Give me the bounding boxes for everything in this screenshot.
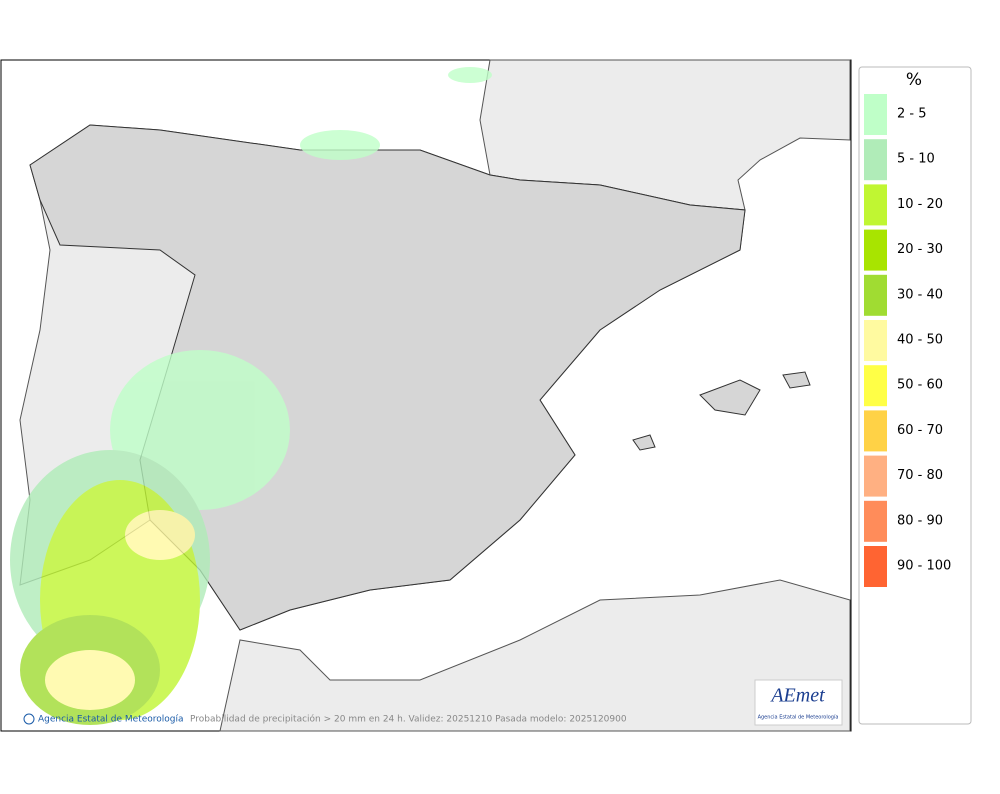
legend-label: 10 - 20: [897, 197, 943, 212]
credit: Agencia Estatal de Meteorología: [38, 715, 184, 725]
legend: % 2 - 5 5 - 10 10 - 20 20 - 30 30 - 40 40 - 5…: [858, 66, 972, 725]
legend-swatch: [864, 500, 887, 542]
menorca: [782, 371, 811, 389]
legend-swatch: [864, 94, 887, 135]
mallorca: [699, 379, 761, 416]
logo-subtitle: Agencia Estatal de Meteorología: [758, 714, 839, 721]
legend-label: 70 - 80: [897, 468, 943, 483]
legend-label: 90 - 100: [897, 559, 951, 574]
legend-title: %: [906, 70, 922, 90]
ibiza: [632, 434, 656, 451]
legend-swatch: [864, 229, 887, 271]
legend-swatch: [864, 274, 887, 316]
legend-swatch: [864, 320, 887, 361]
precipitation-areas: [10, 67, 492, 725]
area: [448, 67, 492, 83]
legend-label: 50 - 60: [897, 378, 943, 393]
africa: [219, 579, 851, 732]
area: [45, 650, 135, 710]
legend-swatch: [864, 410, 887, 452]
map: Agencia Estatal de Meteorología Probabil…: [0, 59, 852, 732]
legend-swatch: [864, 184, 887, 226]
area: [125, 510, 195, 560]
legend-swatch: [864, 455, 887, 497]
logo: [754, 679, 843, 726]
legend-swatch: [864, 546, 887, 587]
legend-label: 40 - 50: [897, 333, 943, 348]
legend-label: 30 - 40: [897, 287, 943, 302]
legend-label: 80 - 90: [897, 513, 943, 528]
copyright-icon: [23, 713, 35, 725]
logo-name: AEmet: [769, 685, 825, 707]
legend-label: 20 - 30: [897, 242, 943, 257]
legend-swatch: [864, 365, 887, 407]
legend-swatch: [864, 139, 887, 181]
area: [300, 130, 380, 160]
legend-label: 2 - 5: [897, 107, 927, 122]
caption: Probabilidad de precipitación > 20 mm en…: [190, 714, 627, 725]
legend-label: 60 - 70: [897, 423, 943, 438]
legend-label: 5 - 10: [897, 152, 935, 167]
